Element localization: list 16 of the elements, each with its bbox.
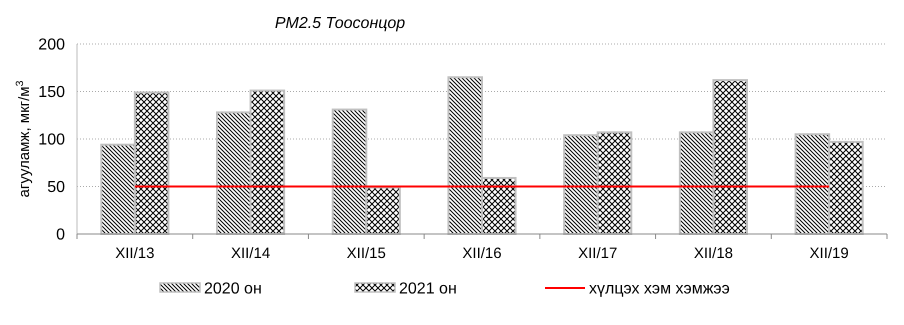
x-tick-label: XII/18 <box>694 245 734 262</box>
x-tick-label: XII/19 <box>810 245 849 262</box>
x-tick-label: XII/15 <box>346 245 386 262</box>
y-tick-label: 150 <box>38 84 66 102</box>
x-tick-label: XII/16 <box>462 245 502 262</box>
legend-label: хүлцэх хэм хэмжээ <box>589 280 730 298</box>
y-tick-label: 0 <box>56 226 66 244</box>
y-tick-label: 200 <box>38 36 66 54</box>
y-tick-label: 100 <box>38 132 66 149</box>
chart-title: PM2.5 Тоосонцор <box>274 15 406 32</box>
legend-label: 2020 он <box>204 280 262 298</box>
x-tick-label: XII/14 <box>230 245 270 262</box>
legend-label: 2021 он <box>399 280 457 298</box>
y-tick-label: 50 <box>47 179 66 196</box>
x-tick-label: XII/17 <box>578 245 618 262</box>
x-tick-label: XII/13 <box>115 245 154 262</box>
